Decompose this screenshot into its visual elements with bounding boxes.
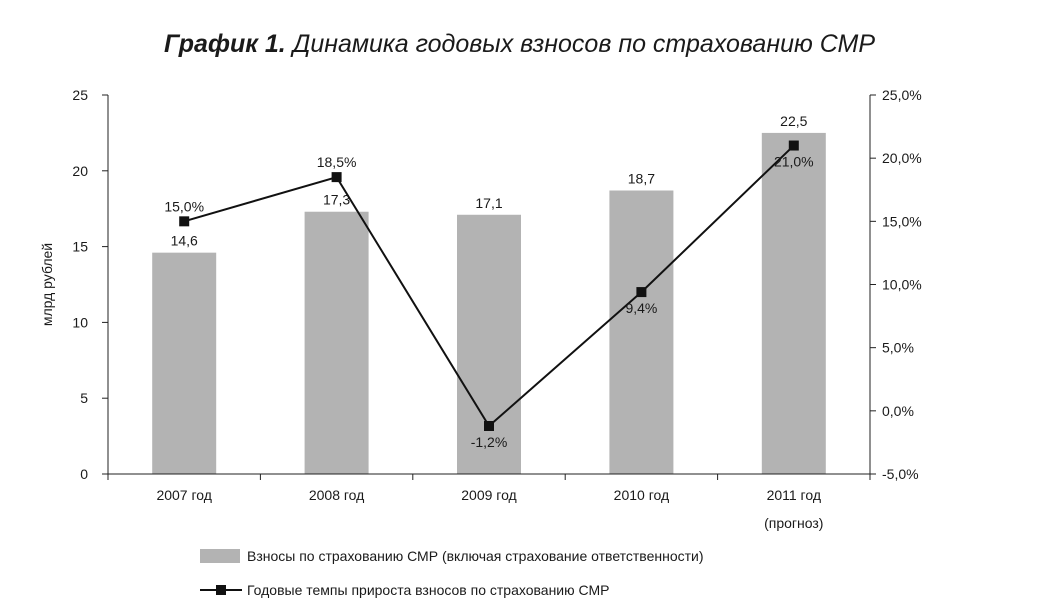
y-tick-label-left-4: 20: [72, 163, 88, 179]
x-tick-label-1: 2008 год: [309, 487, 364, 503]
growth-marker-1: [331, 172, 342, 183]
line-label-2: -1,2%: [471, 434, 508, 450]
y-tick-label-right-2: 5,0%: [882, 340, 914, 356]
chart-title-number: График 1.: [164, 30, 286, 58]
growth-marker-0: [179, 216, 190, 227]
bar-label-3: 18,7: [628, 171, 655, 187]
y-tick-label-right-5: 20,0%: [882, 150, 922, 166]
y-tick-label-left-3: 15: [72, 239, 88, 255]
legend-swatch-bars: [200, 549, 240, 563]
y-tick-label-left-5: 25: [72, 87, 88, 103]
bar-3: [609, 190, 674, 474]
x-tick-label-4-line-1: (прогноз): [764, 515, 823, 531]
line-label-1: 18,5%: [317, 154, 357, 170]
growth-marker-2: [484, 420, 494, 431]
y-axis-label: млрд рублей: [39, 243, 55, 326]
bar-label-1: 17,3: [323, 192, 350, 208]
x-tick-label-2: 2009 год: [461, 487, 516, 503]
bar-1: [304, 211, 369, 474]
x-tick-label-0: 2007 год: [156, 487, 211, 503]
y-tick-label-right-1: 0,0%: [882, 403, 914, 419]
y-tick-label-left-0: 0: [80, 466, 88, 482]
line-label-3: 9,4%: [625, 300, 657, 316]
y-tick-label-left-1: 5: [80, 390, 88, 406]
x-tick-label-3: 2010 год: [614, 487, 669, 503]
y-tick-label-right-4: 15,0%: [882, 213, 922, 229]
chart-title: График 1. Динамика годовых взносов по ст…: [0, 30, 1039, 59]
chart-title-text: Динамика годовых взносов по страхованию …: [292, 30, 875, 58]
legend-swatch-marker: [216, 585, 226, 595]
bar-0: [152, 252, 217, 474]
bar-label-0: 14,6: [171, 233, 198, 249]
legend-label-line: Годовые темпы прироста взносов по страхо…: [247, 582, 609, 598]
y-tick-label-right-0: -5,0%: [882, 466, 919, 482]
legend-label-bars: Взносы по страхованию СМР (включая страх…: [247, 548, 704, 564]
y-tick-label-right-3: 10,0%: [882, 277, 922, 293]
line-label-0: 15,0%: [164, 198, 204, 214]
growth-marker-4: [788, 140, 799, 151]
y-tick-label-right-6: 25,0%: [882, 87, 922, 103]
x-tick-label-4: 2011 год: [767, 487, 821, 503]
bar-label-2: 17,1: [475, 195, 502, 211]
bar-4: [761, 132, 826, 474]
growth-marker-3: [636, 287, 647, 298]
y-tick-label-left-2: 10: [72, 314, 88, 330]
line-label-4: 21,0%: [774, 154, 814, 170]
bar-label-4: 22,5: [780, 113, 807, 129]
